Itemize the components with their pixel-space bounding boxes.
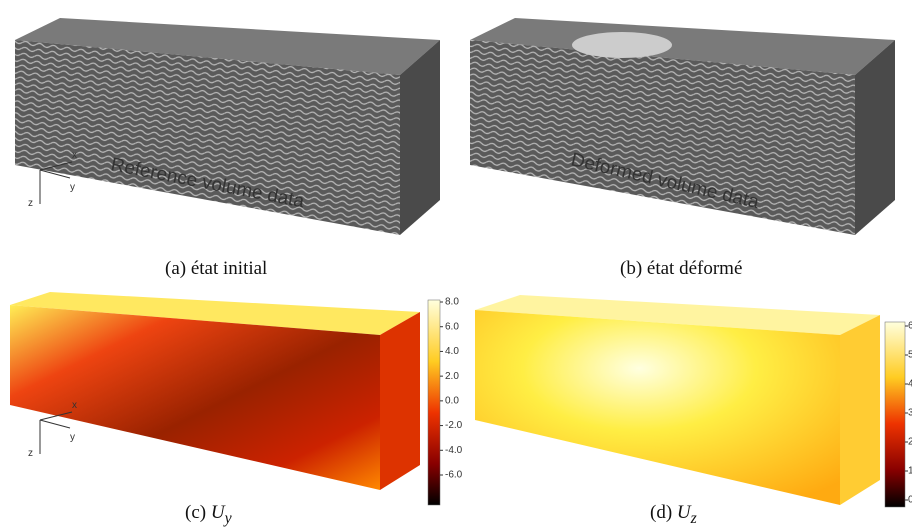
colorbar-label: 1 [908,466,912,477]
caption-subscript: y [224,509,232,527]
colorbar-label: 2 [908,437,912,448]
caption-subscript: z [690,509,697,527]
caption: (b) état déformé [620,258,743,279]
colorbar-label: 0 [908,495,912,506]
colorbar-label: 4.0 [445,346,459,357]
colorbar-label: -2.0 [445,420,463,431]
axis-label: y [70,182,75,193]
caption-label: (c) [185,502,207,523]
axis-label: x [72,150,77,161]
colorbar-label: 3 [908,408,912,419]
axis-label: y [70,432,75,443]
colorbar-label: -4.0 [445,445,463,456]
colorbar-label: 4 [908,379,912,390]
axis-label: x [72,400,77,411]
axis-triad: x y z [28,150,77,209]
caption: (d) Uz [650,502,697,528]
colorbar-label: -6.0 [445,470,463,481]
colorbar-label: 6 [908,321,912,332]
colorbar-label: 6.0 [445,321,459,332]
caption-symbol: U [676,502,691,523]
axis-triad: x y z [28,400,77,459]
caption-label: (d) [650,502,673,523]
axis-label: z [28,198,33,209]
caption-symbol: U [210,502,225,523]
colorbar-label: 2.0 [445,371,459,382]
axis-label: z [28,448,33,459]
panel-c [10,292,441,506]
panel-a: Reference volume data [15,18,440,235]
panel-b: Deformed volume data [470,18,895,235]
caption: (c) Uy [185,502,232,528]
colorbar-label: 5 [908,350,912,361]
caption: (a) état initial [165,258,268,279]
panel-d [475,295,906,508]
colorbar-label: 0.0 [445,395,459,406]
colorbar-label: 8.0 [445,297,459,308]
